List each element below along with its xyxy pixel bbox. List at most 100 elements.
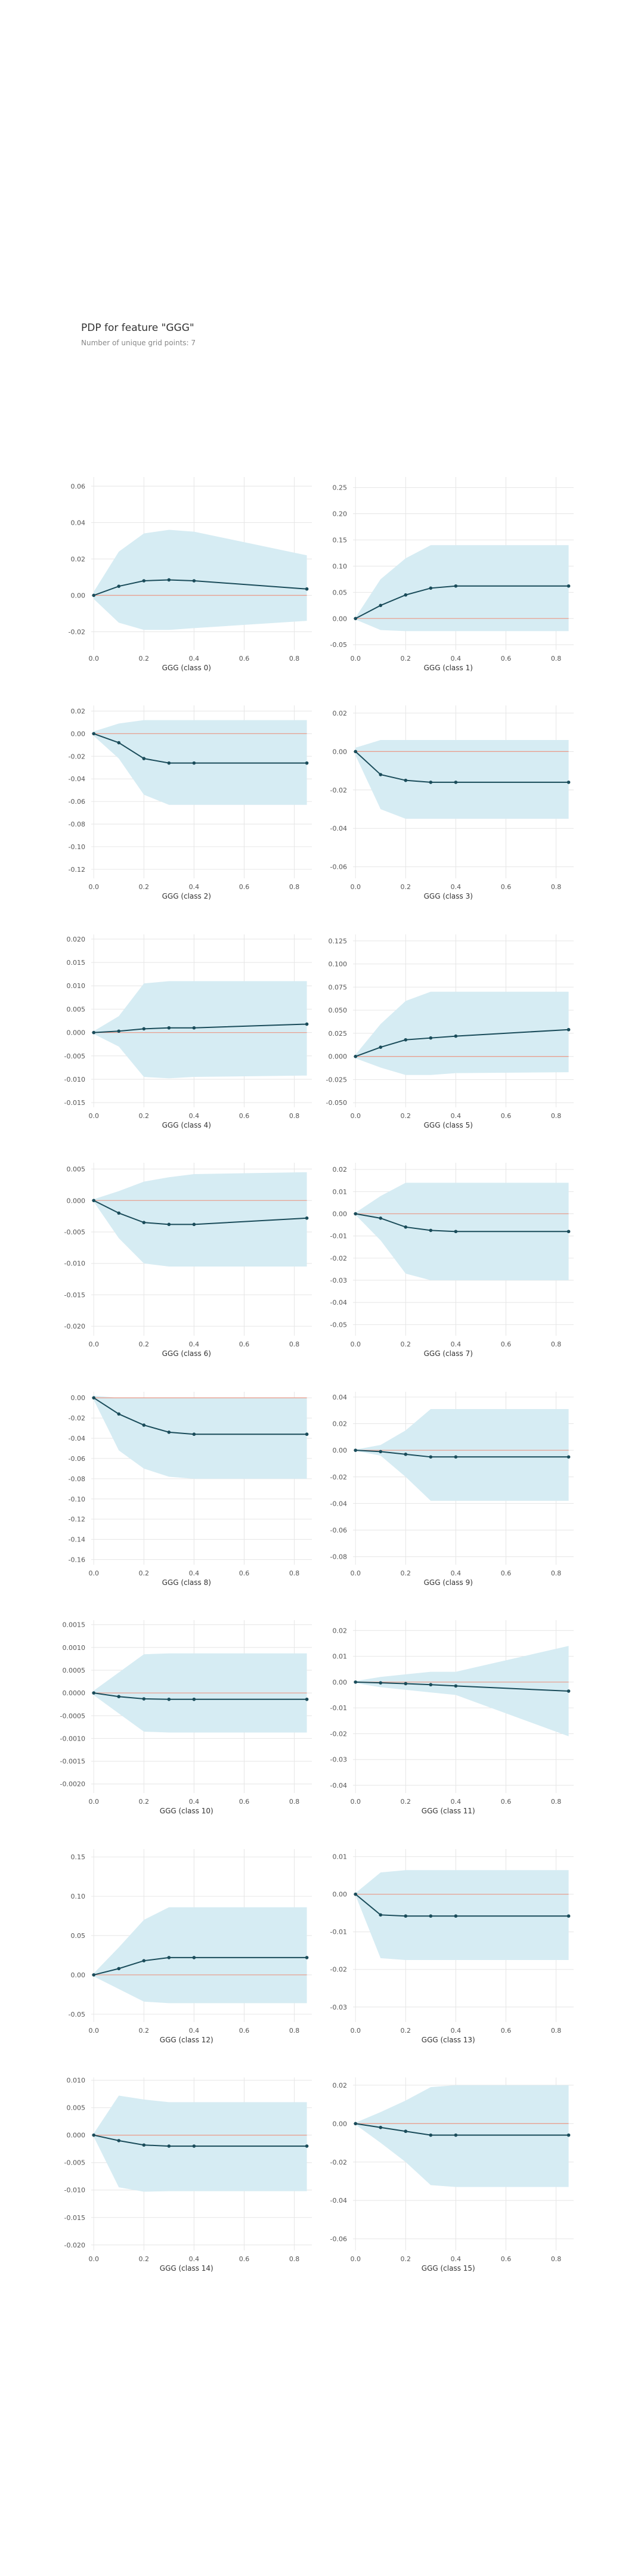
- x-tick-label: 0.6: [239, 1569, 250, 1577]
- x-tick-label: 0.4: [451, 1798, 462, 1806]
- y-tick-label: 0.0000: [63, 1689, 86, 1697]
- x-tick-label: 0.6: [239, 1112, 250, 1120]
- pdp-point: [429, 781, 433, 784]
- y-tick-label: -0.010: [64, 1076, 85, 1083]
- x-tick-label: 0.0: [88, 1112, 99, 1120]
- x-tick-label: 0.4: [451, 2027, 462, 2035]
- x-tick-label: 0.2: [401, 2255, 411, 2263]
- x-tick-label: 0.6: [501, 883, 512, 891]
- y-tick-label: -0.04: [330, 1782, 347, 1789]
- pdp-point: [454, 584, 458, 588]
- pdp-point: [566, 1689, 571, 1693]
- pdp-point: [404, 778, 408, 782]
- x-tick-label: 0.4: [189, 655, 200, 662]
- y-tick-label: 0.000: [329, 1053, 348, 1061]
- y-tick-label: -0.16: [69, 1556, 85, 1564]
- pdp-point: [379, 2125, 383, 2129]
- y-tick-label: 0.010: [67, 2077, 86, 2085]
- pdp-point: [117, 1967, 121, 1971]
- y-tick-label: 0.06: [71, 482, 86, 490]
- y-tick-label: -0.04: [330, 1500, 347, 1507]
- pdp-point: [404, 593, 408, 597]
- x-tick-label: 0.6: [239, 1340, 250, 1348]
- pdp-subplot-class-8: -0.16 -0.14 -0.12 -0.10 -0.08 -0.06 -0.04 -0.02…: [69, 1392, 312, 1587]
- x-tick-label: 0.6: [501, 1112, 512, 1120]
- pdp-subplot-class-13: -0.03 -0.02 -0.01 0.00 0.01 0.0 0.2 0.4 0.6 0.8 GG…: [330, 1849, 574, 2044]
- confidence-band: [355, 1409, 569, 1501]
- x-axis-label: GGG (class 3): [424, 892, 473, 900]
- pdp-point: [454, 1034, 458, 1038]
- x-tick-label: 0.6: [239, 1798, 250, 1806]
- pdp-subplot-class-1: -0.05 0.00 0.05 0.10 0.15 0.20 0.25 0.0 0.2 0.4 0.…: [330, 477, 574, 672]
- confidence-band: [355, 1870, 569, 1960]
- y-tick-label: -0.06: [330, 863, 347, 871]
- confidence-band: [355, 992, 569, 1075]
- pdp-point: [142, 2143, 146, 2147]
- y-tick-label: 0.01: [333, 1653, 348, 1661]
- x-tick-label: 0.4: [451, 1569, 462, 1577]
- x-tick-label: 0.0: [350, 1569, 361, 1577]
- pdp-point: [117, 1695, 121, 1699]
- pdp-point: [92, 1691, 96, 1695]
- pdp-point: [305, 1697, 309, 1701]
- pdp-point: [566, 2133, 571, 2137]
- pdp-point: [354, 1054, 358, 1058]
- pdp-point: [429, 1228, 433, 1233]
- pdp-line: [355, 1029, 569, 1057]
- x-axis-label: GGG (class 8): [162, 1578, 211, 1587]
- y-tick-label: 0.02: [333, 1627, 348, 1634]
- y-tick-label: -0.10: [69, 843, 85, 851]
- x-axis-label: GGG (class 7): [424, 1349, 473, 1358]
- y-tick-label: -0.005: [64, 2159, 85, 2167]
- pdp-point: [92, 1396, 96, 1400]
- pdp-point: [354, 1680, 358, 1684]
- x-tick-label: 0.2: [401, 2027, 411, 2035]
- y-tick-label: 0.075: [329, 983, 348, 991]
- x-tick-label: 0.0: [88, 655, 99, 662]
- y-tick-label: -0.01: [330, 1233, 347, 1240]
- pdp-subplot-class-3: -0.06 -0.04 -0.02 0.00 0.02 0.0 0.2 0.4 0.6 0.8 GG…: [330, 705, 574, 900]
- y-tick-label: -0.05: [330, 1321, 347, 1329]
- pdp-point: [429, 2133, 433, 2137]
- confidence-band: [94, 530, 307, 630]
- x-tick-label: 0.0: [350, 2255, 361, 2263]
- y-tick-label: 0.005: [67, 1005, 86, 1013]
- pdp-point: [117, 741, 121, 745]
- y-tick-label: 0.20: [333, 510, 348, 518]
- x-tick-label: 0.6: [239, 2255, 250, 2263]
- confidence-band: [355, 1646, 569, 1736]
- pdp-line: [355, 1450, 569, 1458]
- confidence-band: [94, 2095, 307, 2192]
- pdp-line: [355, 751, 569, 783]
- x-tick-label: 0.2: [401, 1112, 411, 1120]
- x-tick-label: 0.2: [401, 1569, 411, 1577]
- x-tick-label: 0.8: [551, 1340, 562, 1348]
- y-tick-label: 0.02: [71, 707, 86, 715]
- x-axis-label: GGG (class 4): [162, 1121, 211, 1129]
- pdp-point: [305, 1432, 309, 1436]
- pdp-subplot-class-15: -0.06 -0.04 -0.02 0.00 0.02 0.0 0.2 0.4 0.6 0.8 GG…: [330, 2077, 574, 2272]
- pdp-point: [167, 1697, 171, 1701]
- y-tick-label: 0.020: [67, 936, 86, 943]
- pdp-subplot-class-4: -0.015 -0.010 -0.005 0.000 0.005 0.010 0.015 0.…: [64, 934, 312, 1129]
- pdp-point: [167, 1026, 171, 1030]
- x-tick-label: 0.8: [551, 883, 562, 891]
- page-subtitle: Number of unique grid points: 7: [81, 339, 196, 347]
- x-tick-label: 0.0: [88, 883, 99, 891]
- x-tick-label: 0.6: [501, 1798, 512, 1806]
- y-tick-label: -0.02: [330, 1730, 347, 1738]
- pdp-line: [93, 733, 307, 764]
- x-tick-label: 0.0: [350, 1798, 361, 1806]
- pdp-line: [93, 579, 307, 596]
- x-tick-label: 0.8: [289, 1340, 300, 1348]
- pdp-point: [566, 1914, 571, 1918]
- y-tick-label: -0.05: [330, 641, 347, 649]
- pdp-point: [305, 1216, 309, 1220]
- y-tick-label: -0.015: [64, 1291, 85, 1299]
- y-tick-label: 0.00: [71, 1971, 86, 1979]
- pdp-point: [192, 579, 196, 583]
- pdp-point: [454, 1455, 458, 1459]
- y-tick-label: -0.025: [326, 1076, 347, 1083]
- pdp-point: [192, 2144, 196, 2148]
